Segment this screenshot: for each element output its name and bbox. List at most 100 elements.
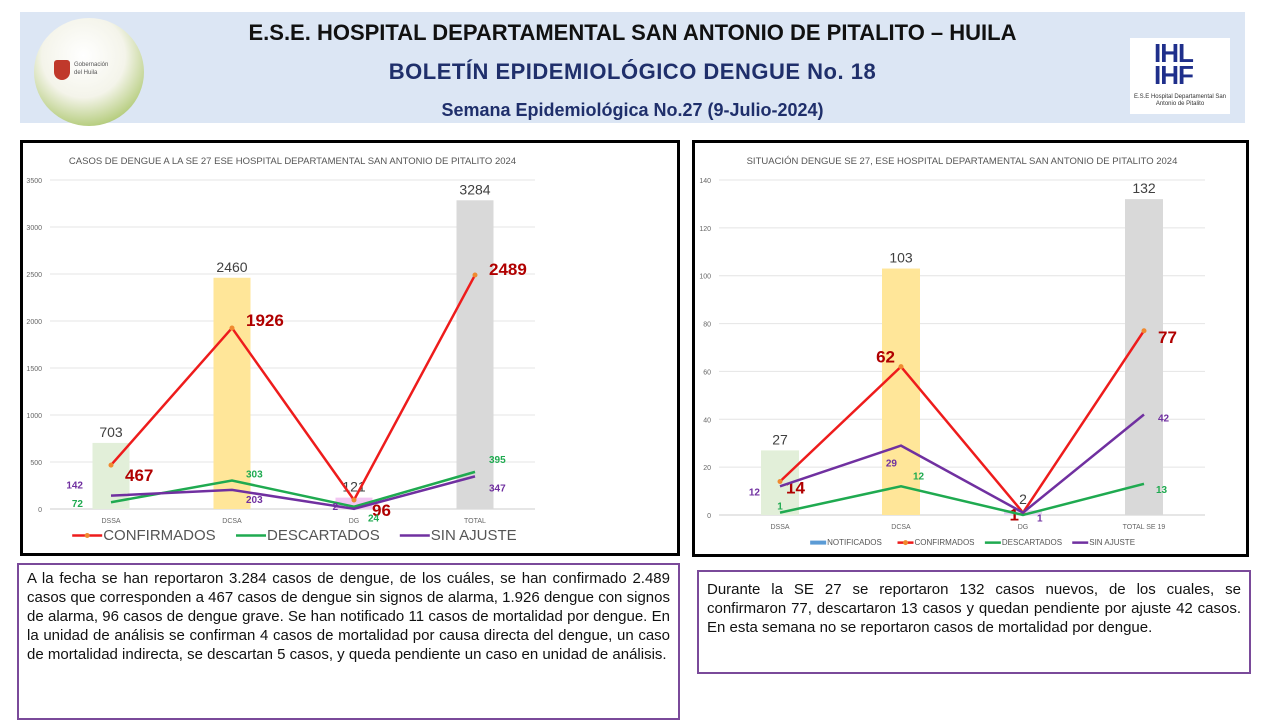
y-tick-label: 3000 [26, 225, 42, 232]
legend-label: CONFIRMADOS [915, 538, 975, 547]
bar-dg [335, 497, 373, 509]
header-banner: Gobernación del Huila E.S.E. HOSPITAL DE… [20, 12, 1245, 126]
x-tick-label: DCSA [222, 518, 242, 525]
data-label-confirmados: 77 [1158, 328, 1177, 347]
bar-value-label: 703 [99, 424, 123, 440]
confirmados-marker [898, 364, 904, 370]
legend-marker [84, 533, 90, 538]
data-label-confirmados: 1926 [246, 311, 284, 330]
legend-marker [903, 540, 909, 546]
x-tick-label: TOTAL SE 19 [1123, 524, 1166, 531]
data-label-sin-ajuste: 2 [332, 502, 338, 513]
y-tick-label: 1500 [26, 366, 42, 373]
bulletin-title: BOLETÍN EPIDEMIOLÓGICO DENGUE No. 18 [388, 59, 877, 84]
y-tick-label: 140 [699, 178, 711, 185]
data-label-descartados: 303 [246, 470, 263, 481]
x-tick-label: DG [1018, 524, 1029, 531]
hospital-logo-caption: E.S.E Hospital Departamental San Antonio… [1133, 94, 1227, 107]
confirmados-marker [777, 479, 783, 484]
data-label-sin-ajuste: 142 [66, 481, 83, 492]
data-label-descartados: 24 [368, 514, 380, 525]
data-label-confirmados: 62 [876, 348, 895, 367]
chart-panel-cumulative: CASOS DE DENGUE A LA SE 27 ESE HOSPITAL … [20, 140, 680, 556]
bar-dssa [92, 442, 130, 509]
gobernacion-huila-logo: Gobernación del Huila [34, 18, 144, 126]
legend-label: SIN AJUSTE [1089, 538, 1135, 547]
data-label-sin-ajuste: 203 [246, 495, 263, 506]
x-tick-label: DCSA [891, 524, 911, 531]
x-tick-label: DSSA [770, 524, 789, 531]
data-label-confirmados: 96 [372, 501, 391, 520]
confirmados-marker [108, 462, 114, 468]
legend-label: SIN AJUSTE [431, 527, 517, 544]
y-tick-label: 40 [703, 417, 711, 424]
data-label-descartados: 13 [1156, 485, 1168, 496]
y-tick-label: 60 [703, 369, 711, 376]
legend-label: NOTIFICADOS [827, 538, 882, 547]
x-tick-label: DSSA [101, 518, 120, 525]
hospital-logo-mark: IHL IHF [1154, 38, 1194, 90]
confirmados-marker [472, 272, 478, 278]
chart-title: CASOS DE DENGUE A LA SE 27 ESE HOSPITAL … [69, 156, 516, 167]
legend-label: DESCARTADOS [1002, 538, 1062, 547]
x-tick-label: TOTAL [464, 518, 486, 525]
y-tick-label: 80 [703, 322, 711, 329]
y-tick-label: 500 [30, 460, 42, 467]
data-label-confirmados: 467 [125, 466, 153, 485]
y-tick-label: 0 [38, 507, 42, 514]
y-tick-label: 120 [699, 226, 711, 233]
logo-left-text: Gobernación del Huila [74, 62, 109, 76]
bar-value-label: 2460 [216, 259, 247, 275]
y-tick-label: 0 [707, 513, 711, 520]
data-label-descartados: 395 [489, 455, 506, 466]
data-label-descartados: 1 [777, 502, 783, 513]
bar-dcsa [213, 277, 251, 509]
page-title: E.S.E. HOSPITAL DEPARTAMENTAL SAN ANTONI… [248, 20, 1017, 45]
legend-label: DESCARTADOS [267, 527, 380, 544]
chart-title: SITUACIÓN DENGUE SE 27, ESE HOSPITAL DEP… [747, 156, 1178, 167]
bar-value-label: 3284 [459, 181, 490, 197]
data-label-sin-ajuste: 42 [1158, 414, 1170, 425]
bar-value-label: 27 [772, 431, 788, 447]
confirmados-marker [1141, 328, 1147, 334]
bar-value-label: 2 [1019, 491, 1027, 507]
data-label-sin-ajuste: 347 [489, 483, 506, 494]
legend-label: CONFIRMADOS [103, 527, 216, 544]
chart-panel-week: SITUACIÓN DENGUE SE 27, ESE HOSPITAL DEP… [692, 140, 1249, 557]
line-confirmados [779, 330, 1146, 515]
y-tick-label: 100 [699, 274, 711, 281]
legend-swatch [810, 540, 827, 545]
chart-week: SITUACIÓN DENGUE SE 27, ESE HOSPITAL DEP… [699, 156, 1205, 547]
data-label-confirmados: 2489 [489, 260, 527, 279]
line-sin-ajuste [779, 413, 1145, 515]
line-descartados [779, 482, 1145, 517]
data-label-sin-ajuste: 29 [886, 459, 898, 470]
bar-value-label: 103 [889, 250, 913, 266]
bar-value-label: 132 [1132, 180, 1156, 196]
epi-week: Semana Epidemiológica No.27 (9-Julio-202… [441, 100, 824, 120]
line-confirmados [110, 274, 477, 503]
x-tick-label: DG [349, 518, 360, 525]
crest-icon [54, 60, 70, 80]
data-label-sin-ajuste: 12 [749, 487, 761, 498]
confirmados-marker [351, 497, 357, 503]
confirmados-marker [229, 325, 235, 331]
y-tick-label: 2000 [26, 319, 42, 326]
bar-total-se-19 [1125, 199, 1163, 515]
summary-text-cumulative: A la fecha se han reportaron 3.284 casos… [17, 563, 680, 720]
data-label-descartados: 72 [72, 499, 84, 510]
summary-text-week: Durante la SE 27 se reportaron 132 casos… [697, 570, 1251, 674]
y-tick-label: 20 [703, 465, 711, 472]
bar-total [456, 200, 494, 509]
bar-dcsa [882, 268, 920, 515]
y-tick-label: 1000 [26, 413, 42, 420]
data-label-sin-ajuste: 1 [1037, 514, 1043, 525]
line-sin-ajuste [110, 475, 476, 511]
line-descartados [110, 470, 476, 509]
y-tick-label: 2500 [26, 272, 42, 279]
data-label-confirmados: 1 [1010, 506, 1019, 525]
data-label-descartados: 12 [913, 471, 925, 482]
hospital-logo: IHL IHF E.S.E Hospital Departamental San … [1130, 38, 1230, 114]
y-tick-label: 3500 [26, 178, 42, 185]
chart-cumulative: CASOS DE DENGUE A LA SE 27 ESE HOSPITAL … [26, 156, 535, 544]
